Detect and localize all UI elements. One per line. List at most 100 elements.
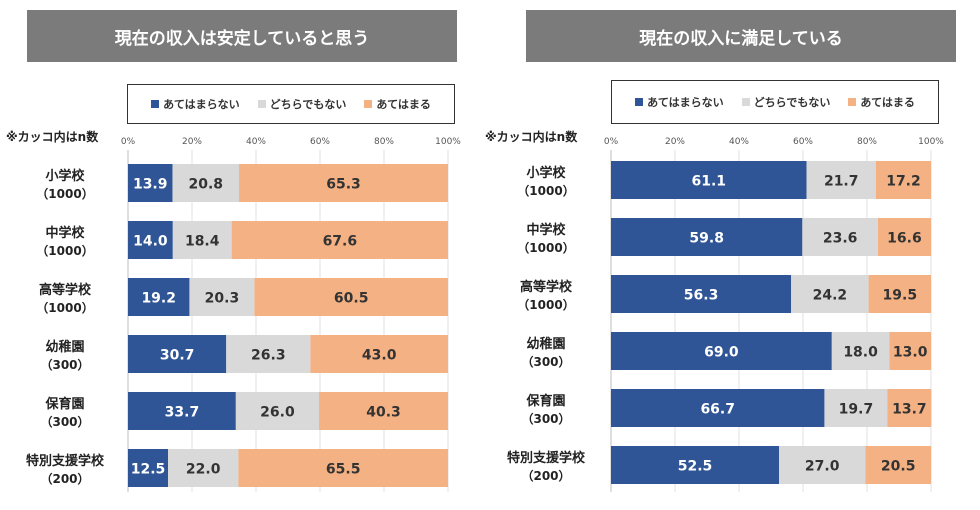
data-label: 19.5 <box>883 288 918 304</box>
legend-item-not-applicable: あてはまらない <box>635 94 724 110</box>
bar-segment <box>172 221 232 259</box>
bar-segment <box>128 392 236 430</box>
bar-segment <box>806 161 876 199</box>
bar-segment <box>611 275 792 313</box>
data-label: 13.0 <box>893 345 928 361</box>
data-label: 65.5 <box>326 462 361 478</box>
legend-item-applicable: あてはまる <box>848 94 915 110</box>
legend-swatch-orange <box>848 98 857 106</box>
bar-segment <box>611 332 832 370</box>
bar-segment <box>226 335 311 373</box>
category-label: 小学校 <box>45 168 85 184</box>
category-label: 保育園 <box>44 396 84 412</box>
legend-label: どちらでもない <box>269 98 347 111</box>
left-stacked-bar-chart: 0% 20% 40% 60% 80% 100% 小学校 （1000） 13.9 20.8 65.3 中… <box>26 137 461 492</box>
legend-swatch-gray <box>257 100 266 108</box>
data-label: 56.3 <box>684 288 719 304</box>
bar-segment <box>875 161 931 199</box>
n-count-label: （200） <box>40 471 89 486</box>
bar-segment <box>128 335 227 373</box>
data-label: 43.0 <box>362 348 397 364</box>
bar-segment <box>128 221 173 259</box>
right-stacked-bar-chart: 0% 20% 40% 60% 80% 100% 小学校 （1000） 61.1 21.7 17.2 中… <box>507 137 944 492</box>
bar-segment <box>310 335 448 373</box>
x-tick-label: 80% <box>374 137 394 147</box>
data-label: 33.7 <box>165 405 200 421</box>
x-tick-label: 40% <box>729 137 749 147</box>
legend-label: あてはまらない <box>647 96 724 109</box>
left-chart-title: 現在の収入は安定していると思う <box>27 10 457 62</box>
bar-segment <box>611 161 807 199</box>
data-label: 26.3 <box>251 348 286 364</box>
x-tick-label: 100% <box>435 137 461 147</box>
right-legend: あてはまらない どちらでもない あてはまる <box>611 80 939 124</box>
n-count-label: （1000） <box>36 300 93 315</box>
bar-segment <box>319 392 448 430</box>
bar-segment <box>239 164 448 202</box>
legend-item-applicable: あてはまる <box>364 96 431 112</box>
left-n-note: ※カッコ内はn数 <box>6 130 99 144</box>
x-tick-label: 20% <box>182 137 202 147</box>
data-label: 19.2 <box>141 291 176 307</box>
x-tick-label: 80% <box>857 137 877 147</box>
legend-swatch-gray <box>741 98 750 106</box>
bar-segment <box>128 449 168 487</box>
legend-swatch-navy <box>635 98 644 106</box>
data-label: 13.9 <box>133 177 168 193</box>
category-label: 中学校 <box>45 225 85 241</box>
bar-segment <box>128 164 173 202</box>
bar-segment <box>831 332 890 370</box>
data-label: 26.0 <box>260 405 295 421</box>
left-legend: あてはまらない どちらでもない あてはまる <box>127 84 455 124</box>
n-count-label: （300） <box>521 411 570 426</box>
bar-segment <box>779 446 866 484</box>
x-tick-label: 100% <box>918 137 944 147</box>
data-label: 59.8 <box>689 231 724 247</box>
bar-segment <box>791 275 869 313</box>
n-count-label: （1000） <box>36 186 93 201</box>
bar-segment <box>868 275 931 313</box>
bar-segment <box>128 278 190 316</box>
data-label: 16.6 <box>887 231 922 247</box>
right-n-note: ※カッコ内はn数 <box>485 130 578 144</box>
bar-segment <box>611 389 825 427</box>
category-label: 特別支援学校 <box>26 453 105 469</box>
x-tick-label: 40% <box>246 137 266 147</box>
data-label: 20.8 <box>188 177 223 193</box>
category-label: 高等学校 <box>39 282 92 298</box>
data-label: 20.3 <box>205 291 240 307</box>
legend-label: あてはまる <box>376 98 431 111</box>
bar-segment <box>172 164 240 202</box>
data-label: 24.2 <box>813 288 848 304</box>
n-count-label: （200） <box>521 468 570 483</box>
data-label: 40.3 <box>366 405 401 421</box>
legend-label: あてはまる <box>860 96 915 109</box>
bar-segment <box>254 278 448 316</box>
data-label: 60.5 <box>334 291 369 307</box>
x-tick-label: 0% <box>604 137 619 147</box>
data-label: 12.5 <box>131 462 166 478</box>
category-label: 小学校 <box>526 165 566 181</box>
bar-segment <box>238 449 448 487</box>
n-count-label: （1000） <box>36 243 93 258</box>
legend-label: あてはまらない <box>163 98 240 111</box>
data-label: 22.0 <box>186 462 221 478</box>
data-label: 20.5 <box>881 459 916 475</box>
bar-segment <box>235 392 320 430</box>
right-chart-title: 現在の収入に満足している <box>526 10 956 62</box>
data-label: 19.7 <box>839 402 874 418</box>
data-label: 14.0 <box>133 234 168 250</box>
data-label: 52.5 <box>678 459 713 475</box>
bar-segment <box>168 449 239 487</box>
category-label: 特別支援学校 <box>507 450 586 466</box>
data-label: 23.6 <box>823 231 858 247</box>
category-label: 幼稚園 <box>526 336 565 352</box>
x-tick-label: 60% <box>793 137 813 147</box>
legend-swatch-orange <box>364 100 373 108</box>
n-count-label: （300） <box>40 357 89 372</box>
legend-swatch-navy <box>151 100 160 108</box>
category-label: 高等学校 <box>520 279 573 295</box>
data-label: 30.7 <box>160 348 195 364</box>
bar-segment <box>611 446 779 484</box>
data-label: 13.7 <box>892 402 927 418</box>
